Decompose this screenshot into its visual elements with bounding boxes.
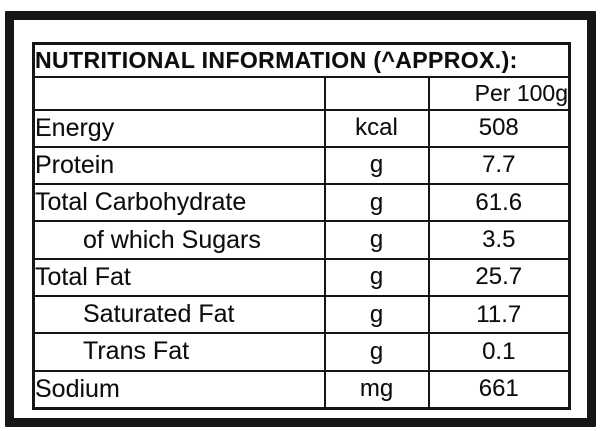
nutrient-value: 7.7: [427, 145, 571, 186]
nutrient-unit: g: [323, 220, 430, 260]
nutrient-value: 3.5: [427, 220, 571, 260]
row-total-carbohydrate: Total Carbohydrate g 61.6: [32, 183, 571, 223]
nutrient-name: Energy: [32, 108, 326, 148]
nutrient-name: Trans Fat: [32, 332, 326, 372]
nutrient-name: Protein: [32, 145, 326, 186]
nutrition-table: NUTRITIONAL INFORMATION (^APPROX.): Per …: [32, 42, 571, 410]
nutrient-unit: mg: [323, 369, 430, 410]
nutrient-unit: g: [323, 183, 430, 223]
nutrient-value: 661: [427, 369, 571, 410]
row-of-which-sugars: of which Sugars g 3.5: [32, 220, 571, 260]
row-energy: Energy kcal 508: [32, 108, 571, 148]
table-header-row: Per 100g: [32, 75, 571, 111]
nutrient-unit: kcal: [323, 108, 430, 148]
header-per-100g: Per 100g: [427, 75, 571, 111]
nutrient-value: 61.6: [427, 183, 571, 223]
row-protein: Protein g 7.7: [32, 145, 571, 186]
header-unit-cell: [323, 75, 430, 111]
nutrient-value: 0.1: [427, 332, 571, 372]
row-saturated-fat: Saturated Fat g 11.7: [32, 294, 571, 335]
nutrient-name: Sodium: [32, 369, 326, 410]
nutrient-name: Saturated Fat: [32, 294, 326, 335]
nutrient-name: of which Sugars: [32, 220, 326, 260]
nutrient-name: Total Fat: [32, 257, 326, 297]
nutrient-unit: g: [323, 294, 430, 335]
nutrient-unit: g: [323, 145, 430, 186]
row-sodium: Sodium mg 661: [32, 369, 571, 410]
nutrient-unit: g: [323, 332, 430, 372]
nutrient-value: 25.7: [427, 257, 571, 297]
nutrient-value: 11.7: [427, 294, 571, 335]
nutrient-name: Total Carbohydrate: [32, 183, 326, 223]
row-total-fat: Total Fat g 25.7: [32, 257, 571, 297]
nutrient-unit: g: [323, 257, 430, 297]
header-label-cell: [32, 75, 326, 111]
table-title: NUTRITIONAL INFORMATION (^APPROX.):: [32, 42, 571, 78]
table-title-row: NUTRITIONAL INFORMATION (^APPROX.):: [32, 42, 571, 78]
nutrient-value: 508: [427, 108, 571, 148]
label-outer-frame: [5, 11, 596, 427]
row-trans-fat: Trans Fat g 0.1: [32, 332, 571, 372]
